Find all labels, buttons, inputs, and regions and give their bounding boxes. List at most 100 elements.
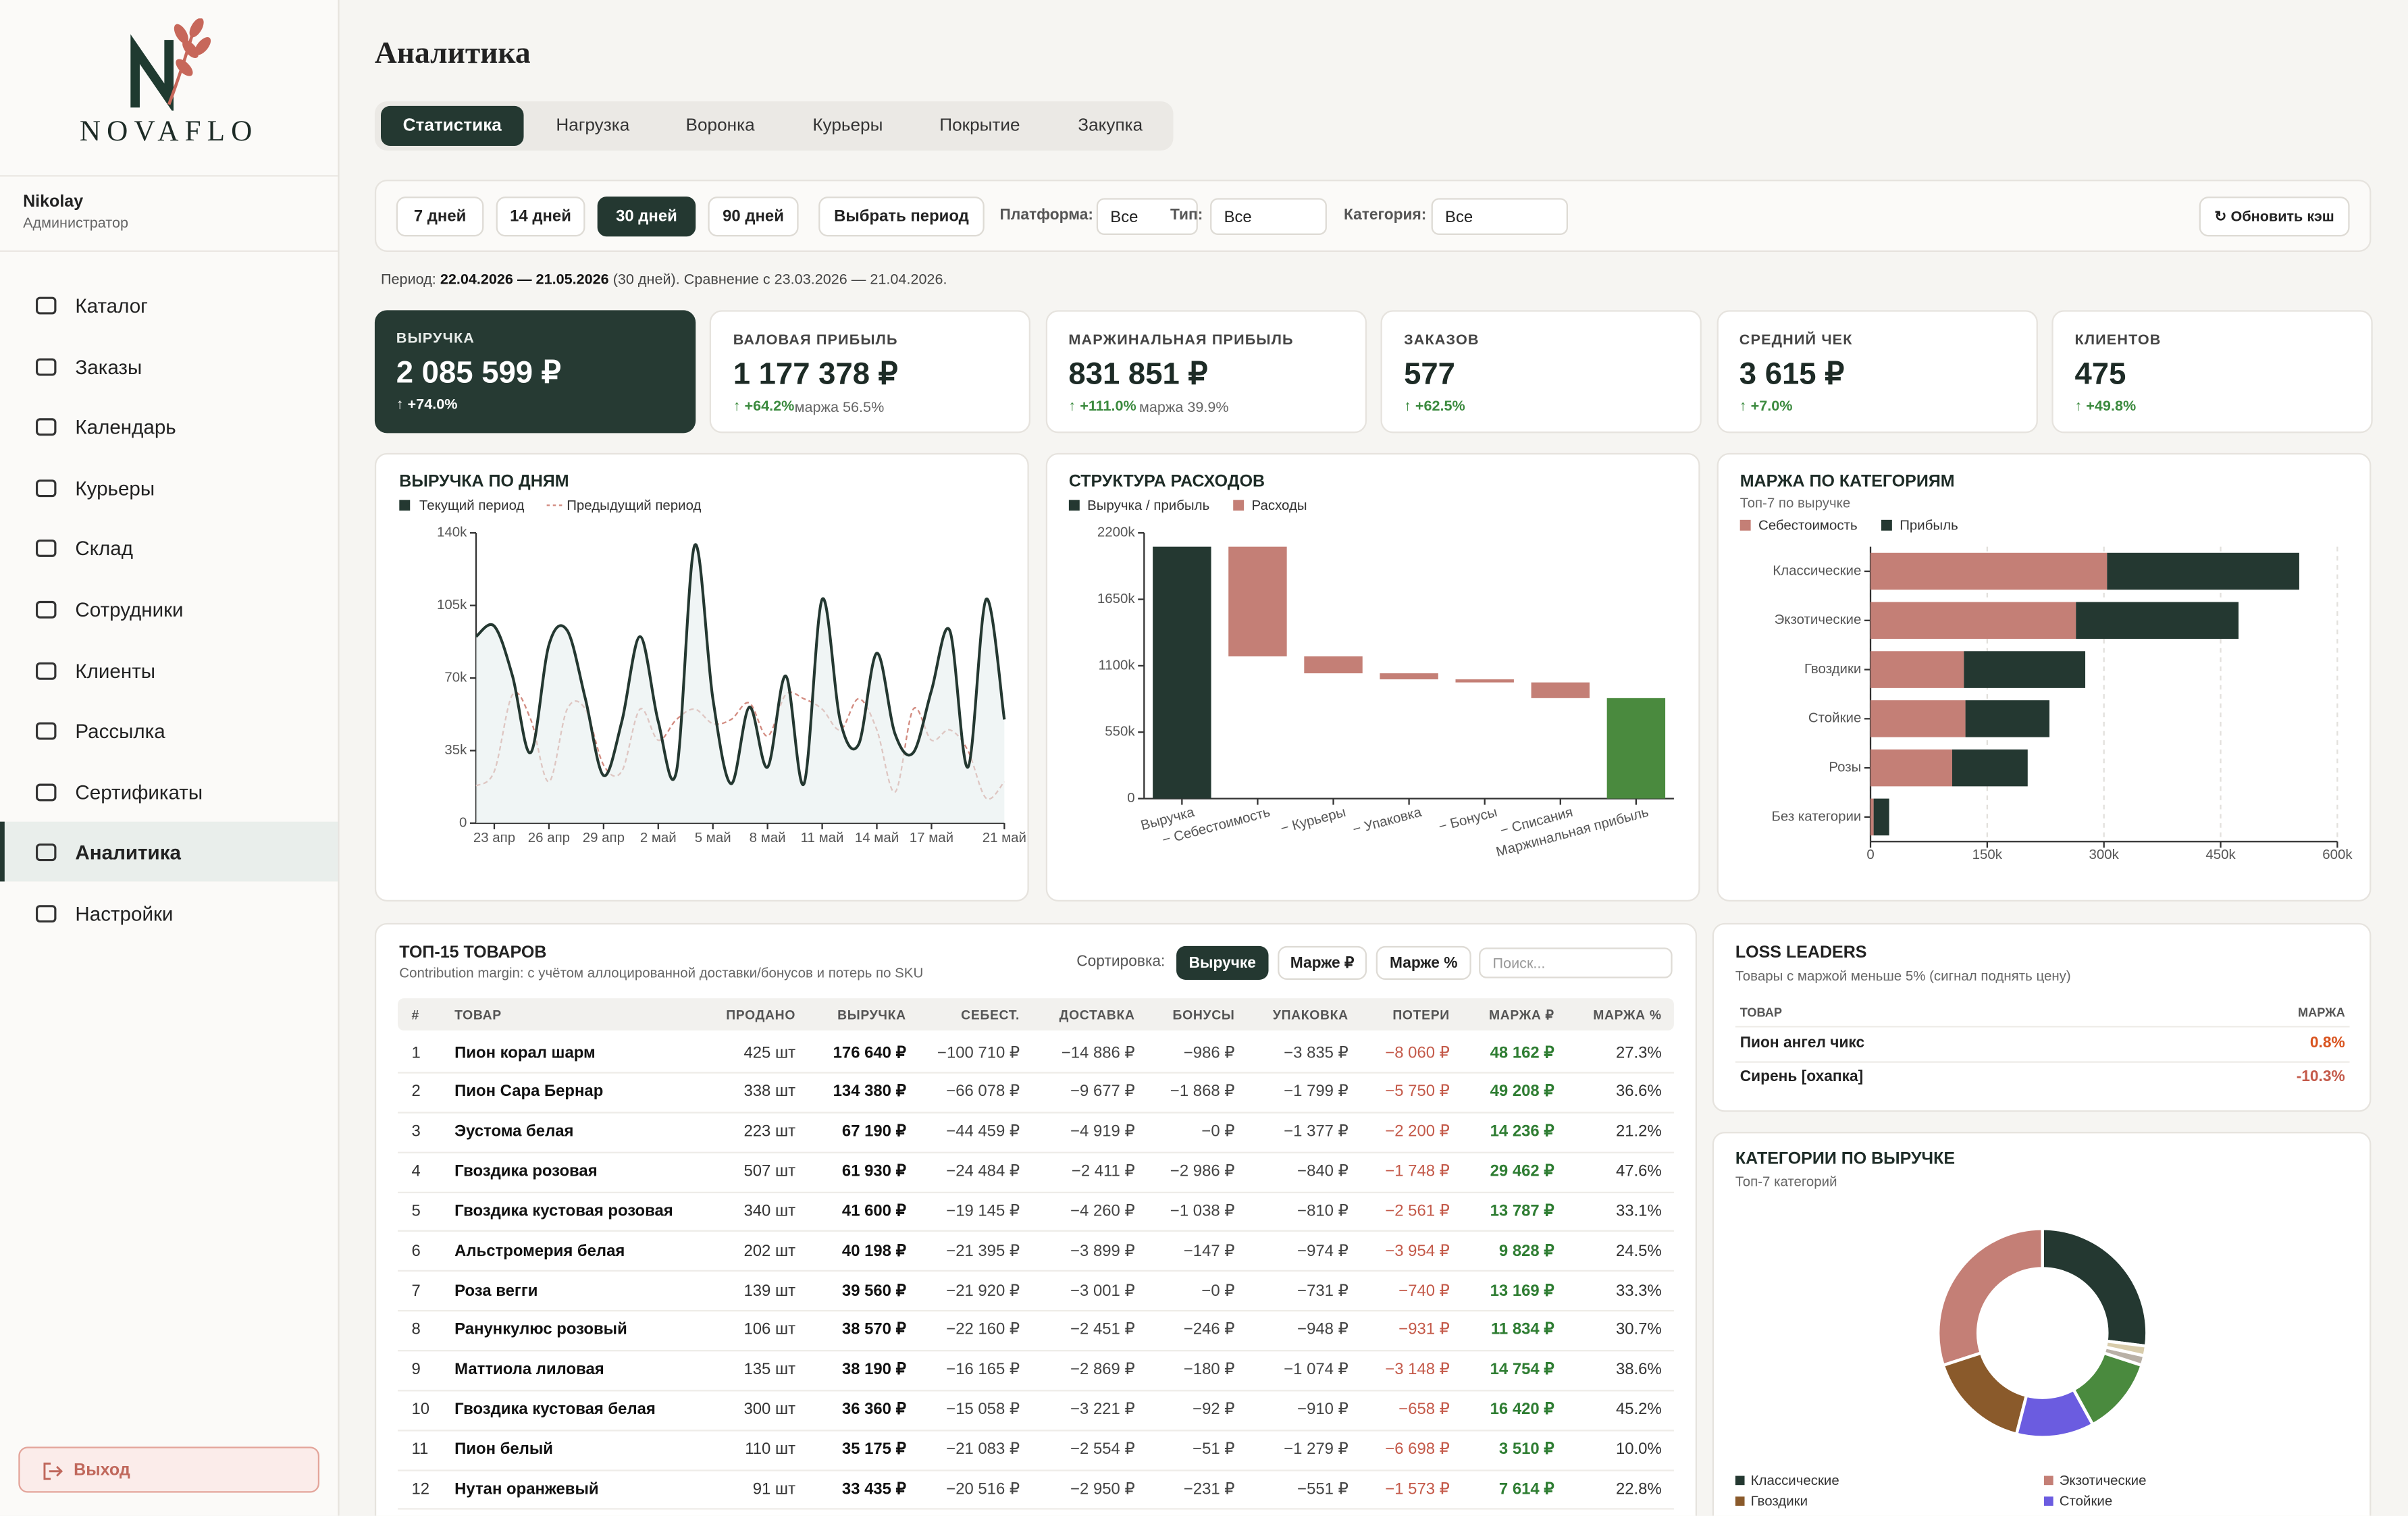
period-button[interactable]: 90 дней: [708, 197, 799, 237]
kpi-label: МАРЖИНАЛЬНАЯ ПРИБЫЛЬ: [1068, 332, 1294, 349]
tab[interactable]: Воронка: [657, 106, 783, 146]
logout-button[interactable]: Выход: [18, 1446, 320, 1493]
kpi-delta: ↑ +74.0%: [396, 396, 458, 414]
table-cell: −2 411 ₽: [1071, 1162, 1135, 1181]
loss-margin: 0.8%: [2309, 1035, 2345, 1052]
table-cell: 11 834 ₽: [1490, 1321, 1554, 1340]
table-cell: 47.6%: [1615, 1162, 1662, 1181]
table-cell: −14 886 ₽: [1061, 1043, 1135, 1062]
nav-icon-shape: [35, 418, 57, 436]
button-label: 90 дней: [723, 207, 784, 226]
nav-item[interactable]: Клиенты: [0, 639, 338, 700]
filter-select[interactable]: Все: [1096, 198, 1198, 235]
tab-label: Курьеры: [812, 116, 883, 136]
logout-label: Выход: [74, 1461, 130, 1480]
table-cell: −2 869 ₽: [1070, 1361, 1135, 1380]
divider: [0, 175, 338, 177]
tab[interactable]: Курьеры: [783, 106, 912, 146]
nav-label: Календарь: [75, 415, 176, 439]
table-cell: −51 ₽: [1193, 1440, 1235, 1459]
table-cell: −2 561 ₽: [1385, 1201, 1450, 1221]
table-cell: 340 шт: [743, 1201, 796, 1221]
period-button[interactable]: 14 дней: [496, 197, 585, 237]
tab[interactable]: Нагрузка: [525, 106, 660, 146]
kpi-delta: ↑ +111.0%: [1068, 398, 1136, 415]
table-cell: −9 677 ₽: [1070, 1082, 1135, 1101]
table-cell: −1 748 ₽: [1385, 1162, 1450, 1181]
table-header: ТОВАР: [454, 1007, 502, 1023]
table-cell: 6: [411, 1241, 421, 1261]
table-cell: 38 190 ₽: [841, 1361, 906, 1380]
table-cell: −1 799 ₽: [1284, 1082, 1349, 1101]
filter-select[interactable]: Все: [1210, 198, 1327, 235]
loss-divider: [1735, 1026, 2350, 1028]
period-button[interactable]: 7 дней: [396, 197, 484, 237]
nav-item[interactable]: Сертификаты: [0, 762, 338, 822]
table-cell: −3 148 ₽: [1385, 1361, 1450, 1380]
table-header: #: [411, 1007, 419, 1023]
tab-label: Закупка: [1078, 116, 1143, 136]
loss-product: Сирень [охапка]: [1739, 1068, 1864, 1085]
tab[interactable]: Статистика: [381, 105, 524, 147]
table-cell: 12: [411, 1480, 430, 1498]
table-cell: 13 169 ₽: [1490, 1281, 1554, 1300]
filter-select[interactable]: Все: [1431, 198, 1568, 235]
row-divider: [398, 1112, 1674, 1114]
sort-button[interactable]: Марже %: [1376, 945, 1471, 980]
table-cell: −2 451 ₽: [1070, 1321, 1135, 1340]
sidebar: NOVAFLO Nikolay Администратор Каталог Заказы…: [0, 0, 340, 1516]
search-input[interactable]: Поиск...: [1479, 947, 1673, 978]
kpi-value: 577: [1404, 357, 1455, 392]
loss-divider: [1735, 1061, 2350, 1063]
table-header: ПОТЕРИ: [1392, 1007, 1450, 1023]
table-cell: 135 шт: [743, 1361, 796, 1380]
sort-button[interactable]: Выручке: [1176, 945, 1269, 980]
table-cell: 223 шт: [743, 1122, 796, 1141]
logo-icon: [130, 18, 211, 111]
nav-item[interactable]: Сотрудники: [0, 579, 338, 639]
table-cell: 10: [411, 1400, 430, 1419]
custom-period-button[interactable]: Выбрать период: [818, 197, 985, 237]
table-cell: 33 435 ₽: [841, 1480, 906, 1498]
nav-item[interactable]: Рассылка: [0, 700, 338, 760]
nav-item[interactable]: Курьеры: [0, 457, 338, 517]
nav-item[interactable]: Каталог: [0, 275, 338, 335]
table-cell: −21 395 ₽: [946, 1241, 1020, 1261]
logo-letter: [130, 34, 174, 111]
user-role: Администратор: [23, 215, 129, 232]
table-cell: 41 600 ₽: [841, 1201, 906, 1221]
tab-label: Покрытие: [939, 116, 1020, 136]
table-cell: −2 950 ₽: [1070, 1480, 1135, 1498]
filter-value: Все: [1224, 208, 1252, 228]
table-cell: Гвоздика розовая: [454, 1162, 598, 1181]
table-header: ВЫРУЧКА: [837, 1007, 906, 1023]
row-divider: [398, 1230, 1674, 1232]
nav-item[interactable]: Аналитика: [0, 822, 338, 883]
nav-icon: [35, 722, 57, 740]
row-divider: [398, 1509, 1674, 1511]
table-cell: 8: [411, 1321, 421, 1340]
table-cell: 67 190 ₽: [841, 1122, 906, 1141]
table-header: СЕБЕСТ.: [961, 1007, 1020, 1023]
table-cell: 91 шт: [752, 1480, 796, 1498]
nav-label: Аналитика: [75, 841, 181, 865]
period-button[interactable]: 30 дней: [597, 197, 696, 237]
row-divider: [398, 1429, 1674, 1431]
table-cell: −3 835 ₽: [1284, 1043, 1349, 1062]
tab[interactable]: Закупка: [1047, 106, 1173, 146]
period-line: Период: 22.04.2026 — 21.05.2026 (30 дней…: [381, 272, 947, 289]
nav-item[interactable]: Календарь: [0, 396, 338, 456]
nav-item[interactable]: Заказы: [0, 336, 338, 396]
table-cell: −740 ₽: [1398, 1281, 1450, 1300]
nav-item[interactable]: Склад: [0, 518, 338, 578]
nav-item[interactable]: Настройки: [0, 883, 338, 943]
table-cell: −44 459 ₽: [946, 1122, 1020, 1141]
nav-label: Клиенты: [75, 658, 156, 682]
nav-icon: [35, 296, 57, 315]
table-cell: 338 шт: [743, 1082, 796, 1101]
refresh-button[interactable]: ↻ Обновить кэш: [2199, 197, 2350, 237]
sort-button[interactable]: Марже ₽: [1278, 945, 1367, 980]
table-cell: Эустома белая: [454, 1122, 574, 1141]
tab[interactable]: Покрытие: [915, 106, 1044, 146]
table-cell: 33.1%: [1615, 1201, 1662, 1221]
